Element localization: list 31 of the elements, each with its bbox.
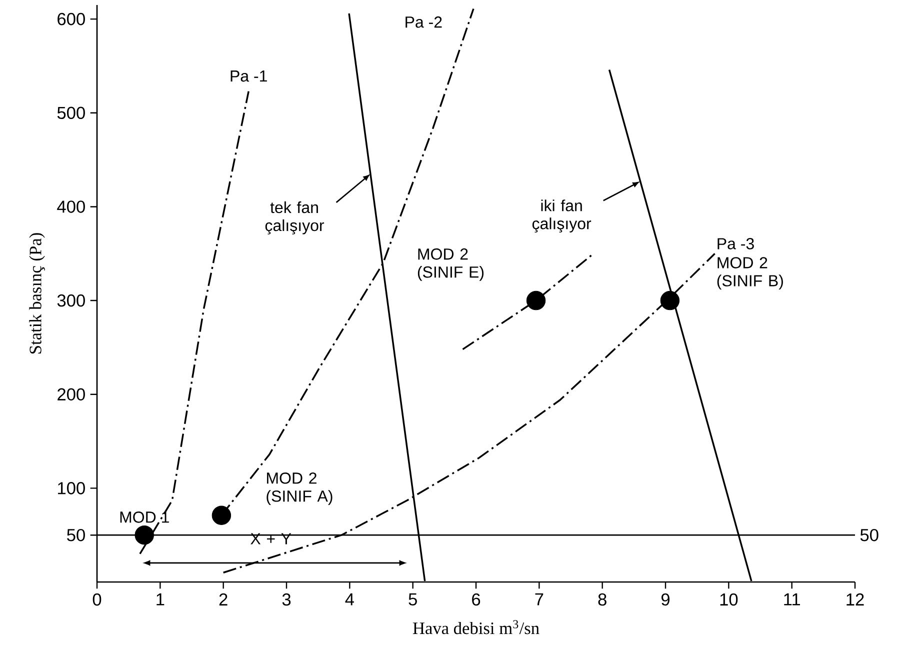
x-tick-label: 2: [219, 593, 228, 606]
y-tick-label: 300: [57, 294, 85, 307]
x-tick-label: 12: [846, 593, 864, 606]
annotation: MOD 2 (SINIF A): [266, 472, 332, 505]
y-tick-label: 500: [57, 106, 85, 120]
y-tick-label: 200: [58, 388, 85, 400]
y-tick-label: 100: [58, 482, 85, 494]
x-tick-label: 4: [345, 593, 354, 606]
y-axis-title: Statik basınç (Pa): [29, 233, 45, 354]
x-tick-label: 0: [92, 593, 102, 606]
x-tick-label: 9: [662, 593, 670, 606]
y-tick-label: 600: [58, 12, 85, 26]
series-label: Pa -3: [718, 238, 754, 250]
x-tick-label: 7: [535, 593, 544, 606]
y-tick-label: 400: [57, 200, 85, 213]
ref-line-label: 50: [860, 528, 878, 542]
x-tick-label: 10: [720, 593, 738, 606]
x-tick-label: 6: [472, 593, 480, 606]
x-tick-label: 11: [784, 593, 800, 606]
series-label: Pa -1: [230, 70, 267, 82]
x-tick-label: 5: [408, 593, 417, 606]
x-tick-label: 8: [598, 593, 606, 606]
annotation: MOD 2 (SINIF B): [717, 257, 783, 290]
series-label: Pa -2: [406, 16, 442, 28]
y-tick-label: 50: [67, 528, 85, 542]
annotation: tek fan çalışıyor: [265, 201, 324, 234]
x-tick-label: 1: [156, 593, 164, 606]
annotation: iki fan çalışıyor: [532, 200, 592, 233]
x-axis-title: Hava debisi m$^{3}$/sn: [412, 620, 540, 634]
x-tick-label: 3: [282, 593, 291, 606]
annotation: MOD 2 (SINIF E): [418, 248, 484, 281]
